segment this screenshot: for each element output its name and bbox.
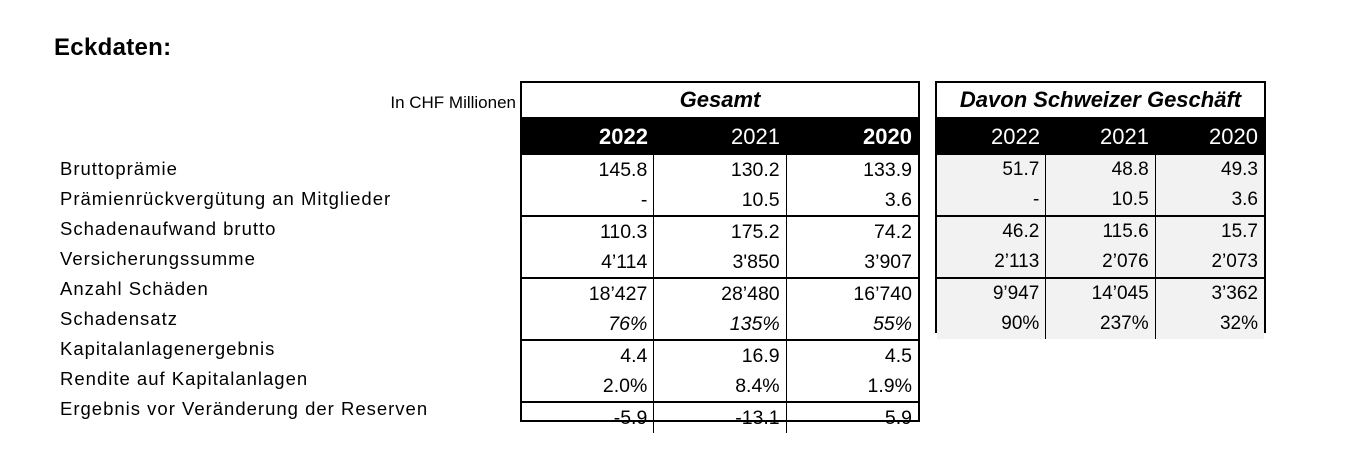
table-row: 4.4 16.9 4.5 — [522, 339, 918, 371]
row-label: Ergebnis vor Veränderung der Reserven — [60, 398, 429, 419]
year-2022: 2022 — [599, 124, 648, 149]
year-2021: 2021 — [1100, 124, 1149, 149]
cell: 110.3 — [599, 221, 648, 243]
row-labels: Bruttoprämie Prämienrückvergütung an Mit… — [60, 154, 428, 424]
row-label: Schadenaufwand brutto — [60, 218, 277, 239]
cell: 16.9 — [653, 341, 785, 371]
table-row: 4’114 3'850 3’907 — [522, 247, 918, 277]
cell: 74.2 — [785, 217, 918, 247]
table-row: 51.7 48.8 49.3 — [937, 155, 1264, 185]
cell: 9’947 — [992, 283, 1040, 304]
table-row: 90% 237% 32% — [937, 309, 1264, 339]
row-label: Anzahl Schäden — [60, 278, 209, 299]
gesamt-year-row: 2022 2021 2020 — [522, 119, 918, 155]
cell: 14’045 — [1045, 279, 1154, 309]
year-2020: 2020 — [863, 124, 912, 149]
year-2020: 2020 — [1209, 124, 1258, 149]
cell: 3.6 — [1154, 185, 1264, 215]
schweiz-header: Davon Schweizer Geschäft — [937, 83, 1264, 119]
table-row: - 10.5 3.6 — [937, 185, 1264, 215]
cell: 175.2 — [653, 217, 785, 247]
row-label: Prämienrückvergütung an Mitglieder — [60, 188, 392, 209]
cell: 3’362 — [1154, 279, 1264, 309]
cell: 237% — [1045, 309, 1154, 339]
schweiz-year-row: 2022 2021 2020 — [937, 119, 1264, 155]
cell: 130.2 — [653, 155, 785, 185]
table-row: 110.3 175.2 74.2 — [522, 215, 918, 247]
cell: 28’480 — [653, 279, 785, 309]
gesamt-header: Gesamt — [522, 83, 918, 119]
table-row: 9’947 14’045 3’362 — [937, 277, 1264, 309]
cell: 76% — [608, 313, 648, 335]
cell: 32% — [1154, 309, 1264, 339]
cell: 8.4% — [653, 371, 785, 401]
cell: 18’427 — [588, 283, 648, 305]
table-row: - 10.5 3.6 — [522, 185, 918, 215]
cell: 4.4 — [620, 345, 648, 367]
cell: 115.6 — [1045, 217, 1154, 247]
table-row: 2’113 2’076 2’073 — [937, 247, 1264, 277]
cell: 3’907 — [785, 247, 918, 277]
table-row: -5.9 -13.1 5.9 — [522, 401, 918, 433]
schweiz-table: Davon Schweizer Geschäft 2022 2021 2020 … — [935, 81, 1266, 339]
cell: 1.9% — [785, 371, 918, 401]
row-label: Versicherungssumme — [60, 248, 256, 269]
cell: 2.0% — [602, 375, 648, 397]
cell: 3'850 — [653, 247, 785, 277]
cell: 3.6 — [785, 185, 918, 215]
unit-label: In CHF Millionen — [390, 93, 516, 112]
table-row: 145.8 130.2 133.9 — [522, 155, 918, 185]
gesamt-table: Gesamt 2022 2021 2020 145.8 130.2 133.9 … — [520, 81, 920, 433]
cell: 2’076 — [1045, 247, 1154, 277]
cell: - — [1033, 189, 1040, 210]
cell: 90% — [1001, 313, 1040, 334]
cell: 46.2 — [1002, 221, 1040, 242]
year-2021: 2021 — [731, 124, 780, 149]
cell: 16’740 — [785, 279, 918, 309]
cell: 15.7 — [1154, 217, 1264, 247]
cell: 5.9 — [785, 403, 918, 433]
cell: 135% — [653, 309, 785, 339]
cell: -13.1 — [653, 403, 785, 433]
row-label: Kapitalanlagenergebnis — [60, 338, 276, 359]
cell: 4’114 — [601, 251, 648, 273]
cell: 10.5 — [653, 185, 785, 215]
cell: 51.7 — [1002, 159, 1040, 180]
row-label: Schadensatz — [60, 308, 178, 329]
table-row: 46.2 115.6 15.7 — [937, 215, 1264, 247]
cell: 10.5 — [1045, 185, 1154, 215]
cell: 48.8 — [1045, 155, 1154, 185]
cell: 133.9 — [785, 155, 918, 185]
schweiz-body: 51.7 48.8 49.3 - 10.5 3.6 46.2 115.6 15.… — [937, 155, 1264, 339]
row-label: Rendite auf Kapitalanlagen — [60, 368, 309, 389]
table-row: 76% 135% 55% — [522, 309, 918, 339]
cell: -5.9 — [613, 407, 648, 429]
page-title: Eckdaten: — [54, 34, 172, 61]
table-row: 2.0% 8.4% 1.9% — [522, 371, 918, 401]
cell: 2’073 — [1154, 247, 1264, 277]
year-2022: 2022 — [991, 124, 1040, 149]
table-row: 18’427 28’480 16’740 — [522, 277, 918, 309]
cell: 49.3 — [1154, 155, 1264, 185]
row-label: Bruttoprämie — [60, 158, 178, 179]
cell: 2’113 — [994, 251, 1040, 272]
cell: 4.5 — [785, 341, 918, 371]
cell: 145.8 — [598, 159, 648, 181]
cell: - — [640, 189, 648, 211]
cell: 55% — [785, 309, 918, 339]
